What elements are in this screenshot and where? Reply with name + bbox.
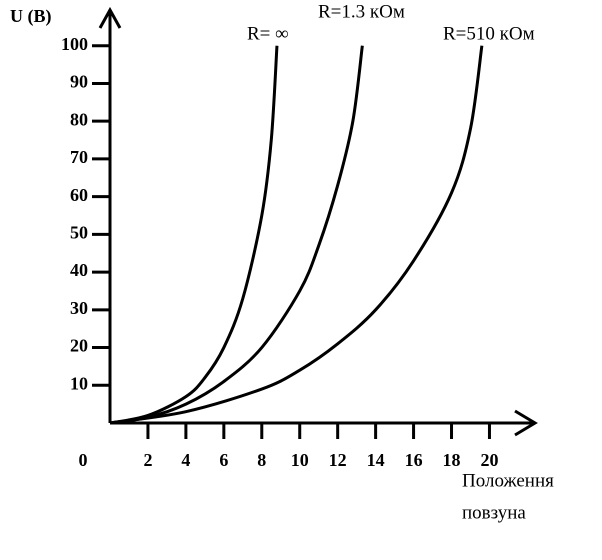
y-tick-label: 50 xyxy=(70,222,88,242)
x-tick-label: 6 xyxy=(219,450,228,470)
x-tick-label: 18 xyxy=(443,450,461,470)
curve xyxy=(109,45,364,425)
curve xyxy=(109,45,279,425)
x-tick-label: 12 xyxy=(329,450,347,470)
y-tick-label: 20 xyxy=(70,336,88,356)
x-tick-label: 10 xyxy=(291,450,309,470)
x-tick-label: 0 xyxy=(79,450,88,470)
x-tick-label: 20 xyxy=(480,450,498,470)
series-label: R=510 кОм xyxy=(443,23,535,44)
y-tick-label: 90 xyxy=(70,72,88,92)
y-tick-label: 40 xyxy=(70,260,88,280)
y-tick-label: 100 xyxy=(61,34,88,54)
y-tick-label: 80 xyxy=(70,109,88,129)
series-label: R=1.3 кОм xyxy=(318,1,405,22)
y-tick-label: 70 xyxy=(70,147,88,167)
x-axis-label: Положення xyxy=(462,470,554,491)
x-tick-label: 4 xyxy=(181,450,190,470)
x-axis-label: повзуна xyxy=(462,502,526,523)
curve xyxy=(109,45,484,425)
y-tick-label: 10 xyxy=(70,373,88,393)
x-tick-label: 2 xyxy=(143,450,152,470)
y-axis-label: U (B) xyxy=(10,6,52,27)
x-tick-label: 14 xyxy=(367,450,385,470)
x-arrow xyxy=(514,409,538,437)
x-tick-label: 16 xyxy=(405,450,423,470)
series-label: R= ∞ xyxy=(247,23,289,44)
y-arrow xyxy=(98,6,122,29)
y-tick-label: 60 xyxy=(70,185,88,205)
y-tick-label: 30 xyxy=(70,298,88,318)
x-tick-label: 8 xyxy=(257,450,266,470)
